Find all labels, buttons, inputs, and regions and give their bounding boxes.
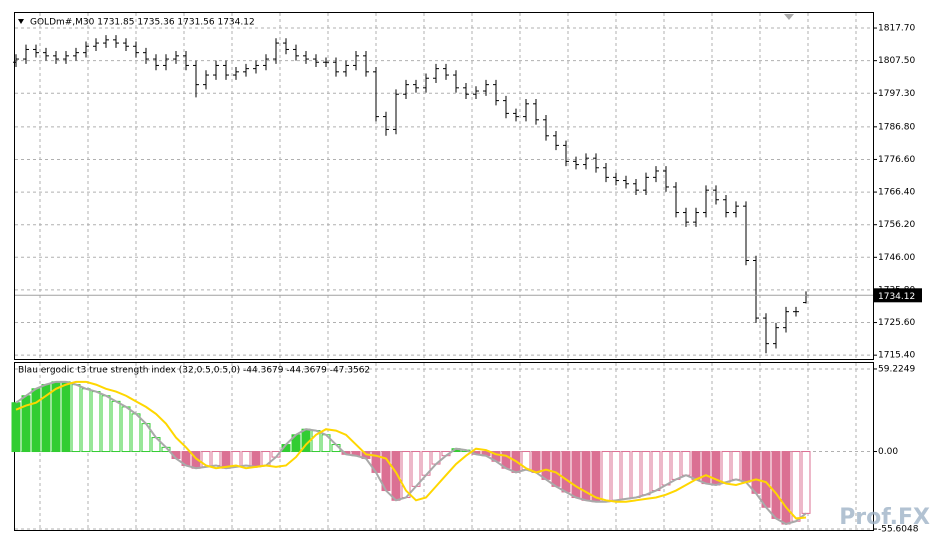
histogram-bar: [771, 451, 781, 519]
histogram-bar: [81, 388, 91, 453]
histogram-bar: [251, 451, 261, 468]
histogram-bar: [601, 451, 611, 503]
histogram-bar: [671, 451, 681, 480]
histogram-bar: [541, 451, 551, 480]
histogram-bar: [51, 381, 61, 453]
histogram-bar: [211, 451, 221, 466]
indicator-title: Blau ergodic t3 true strength index (32,…: [18, 366, 370, 376]
chart-title: GOLDm#,M30 1731.85 1735.36 1731.56 1734.…: [30, 18, 255, 28]
histogram-bar: [691, 451, 701, 480]
price-label: 1734.12: [878, 292, 915, 302]
histogram-bar: [741, 451, 751, 483]
histogram-bar: [531, 451, 541, 473]
histogram-bar: [791, 451, 801, 522]
histogram-bar: [591, 451, 601, 503]
price-pane: [14, 12, 874, 360]
histogram-bar: [61, 381, 71, 453]
histogram-bar: [121, 406, 131, 453]
histogram-bar: [411, 451, 421, 487]
y-tick-label: 1766.40: [878, 188, 915, 198]
histogram-bar: [111, 400, 121, 453]
histogram-bar: [631, 451, 641, 499]
histogram-bar: [761, 451, 771, 508]
main-line: [15, 380, 807, 526]
histogram-bar: [721, 451, 731, 483]
histogram-bar: [781, 451, 791, 525]
y-tick-label: 1776.60: [878, 155, 915, 165]
histogram-bar: [641, 451, 651, 496]
histogram-bar: [801, 451, 811, 514]
histogram-bar: [731, 451, 741, 480]
y-tick-label: -55.6048: [878, 525, 919, 535]
histogram-bar: [241, 451, 251, 466]
marks-layer: [11, 35, 873, 526]
histogram-bar: [131, 413, 141, 453]
histogram-bar: [561, 451, 571, 493]
histogram-bar: [571, 451, 581, 499]
y-tick-label: 1725.60: [878, 318, 915, 328]
y-tick-label: 0.00: [878, 447, 898, 457]
histogram-bar: [751, 451, 761, 494]
shift-marker[interactable]: [784, 14, 794, 20]
histogram-bar: [31, 388, 41, 453]
y-tick-label: 1817.70: [878, 24, 915, 34]
y-tick-label: 1807.50: [878, 56, 915, 66]
signal-line: [15, 380, 807, 520]
y-tick-label: 1786.80: [878, 122, 915, 132]
histogram-bar: [661, 451, 671, 486]
pane-menu-arrow[interactable]: [18, 19, 24, 24]
y-tick-label: 1746.00: [878, 253, 915, 263]
watermark: Prof.FX: [839, 505, 930, 530]
histogram-bar: [11, 402, 21, 453]
y-tick-label: 1797.30: [878, 89, 915, 99]
histogram-bar: [621, 451, 631, 500]
histogram-bar: [551, 451, 561, 487]
histogram-bar: [71, 384, 81, 453]
price-box: [874, 288, 922, 303]
y-tick-label: 1756.20: [878, 220, 915, 230]
y-tick-label: 1715.40: [878, 351, 915, 361]
histogram-bar: [681, 451, 691, 476]
histogram-bar: [611, 451, 621, 501]
histogram-bar: [101, 395, 111, 453]
histogram-bar: [651, 451, 661, 492]
histogram-bar: [701, 451, 711, 485]
y-tick-label: 59.2249: [878, 364, 915, 374]
histogram-bar: [91, 391, 101, 453]
